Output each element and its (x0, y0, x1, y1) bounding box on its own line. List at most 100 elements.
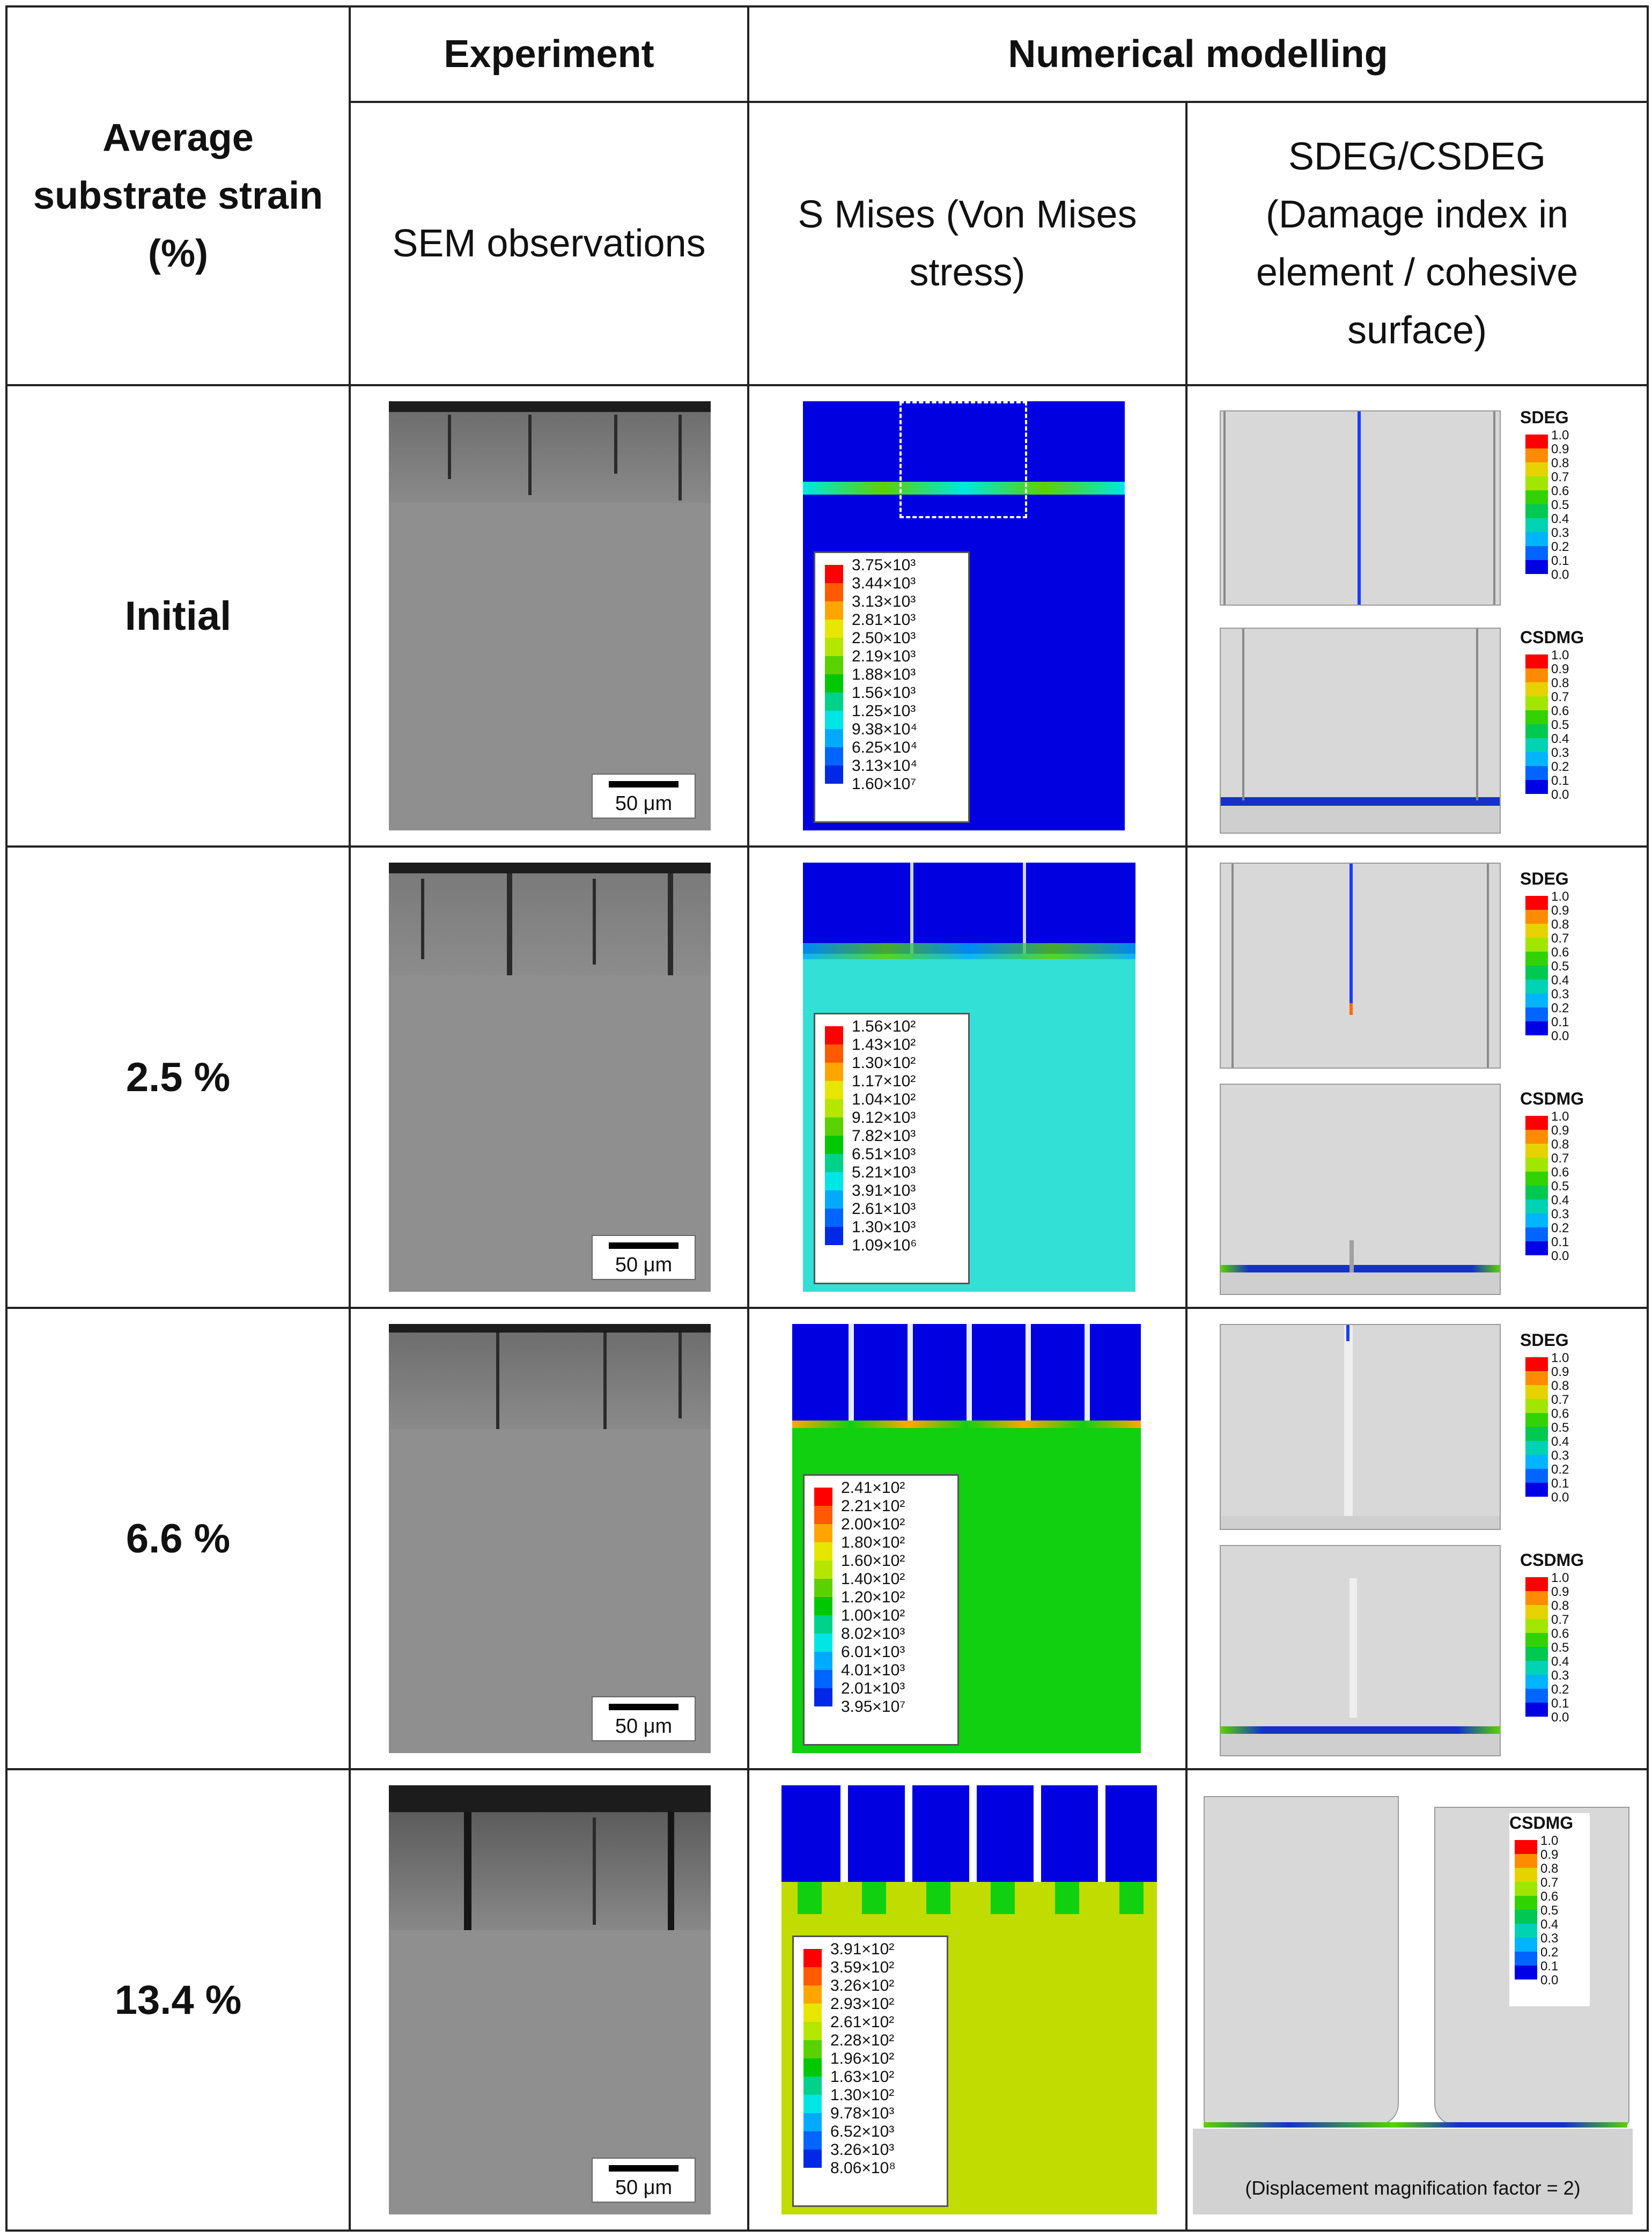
legend-swatch (803, 2113, 822, 2132)
legend-value: 1.96×10² (830, 2050, 895, 2068)
legend-swatch (803, 2004, 822, 2022)
damage-legend: SDEG 1.0 0.9 0.8 0.7 0.6 0.5 0.4 0.3 0.2 0.1 0.0 (1520, 869, 1601, 1062)
damage-swatch (1525, 1227, 1548, 1242)
damage-cell: SDEG 1.0 0.9 0.8 0.7 0.6 0.5 0.4 0.3 0.2 0.1 0.0 CS… (1185, 384, 1649, 848)
legend-swatch (814, 1524, 832, 1543)
damage-tick: 0.8 (1551, 1379, 1569, 1394)
damage-swatch (1525, 1172, 1548, 1186)
damage-legend-title: CSDMG (1520, 628, 1584, 647)
legend-swatch (803, 2040, 822, 2059)
mises-contour: 2.41×10² 2.21×10² 2.00×10² 1.80×10² 1.60×10²… (792, 1324, 1141, 1754)
legend-swatch (814, 1488, 832, 1506)
legend-value: 3.13×10⁴ (852, 757, 918, 775)
legend-value: 1.20×10² (841, 1588, 905, 1607)
legend-value: 2.21×10² (841, 1497, 905, 1515)
legend-value: 1.60×10⁷ (852, 775, 917, 793)
damage-swatch (1525, 766, 1548, 781)
damage-tick: 0.5 (1551, 1179, 1569, 1194)
damage-legend: CSDMG 1.0 0.9 0.8 0.7 0.6 0.5 0.4 0.3 0.2 0.1 0.0 (1520, 628, 1601, 821)
legend-value: 1.30×10² (852, 1054, 916, 1072)
damage-tick: 0.0 (1551, 1490, 1569, 1505)
legend-swatch (825, 638, 843, 657)
numerical-header-cell: Numerical modelling (747, 5, 1649, 103)
damage-swatch (1525, 1647, 1548, 1661)
legend-value: 1.40×10² (841, 1570, 905, 1588)
sem-cell: 50 μm (349, 384, 749, 848)
legend-value: 6.52×10³ (830, 2123, 895, 2141)
legend-value: 1.00×10² (841, 1607, 905, 1625)
damage-swatch (1525, 710, 1548, 725)
legend-swatch (803, 2150, 822, 2168)
damage-tick: 0.3 (1551, 1668, 1569, 1683)
damage-swatch (1525, 1158, 1548, 1172)
damage-tick: 0.7 (1551, 1393, 1569, 1408)
damage-swatch (1525, 696, 1548, 711)
mises-cell: 1.56×10² 1.43×10² 1.30×10² 1.17×10² 1.04×10²… (747, 845, 1188, 1309)
damage-tick: 1.0 (1551, 1109, 1569, 1124)
legend-value: 3.95×10⁷ (841, 1698, 906, 1716)
damage-tick: 0.3 (1551, 746, 1569, 761)
damage-legend-title: SDEG (1520, 869, 1569, 889)
legend-value: 3.91×10³ (852, 1182, 916, 1200)
scale-bar: 50 μm (592, 774, 696, 819)
legend-value: 1.25×10³ (852, 702, 916, 720)
damage-swatch (1525, 910, 1548, 924)
damage-tick: 0.3 (1540, 1931, 1559, 1946)
legend-value: 1.88×10³ (852, 666, 916, 684)
legend-value: 9.12×10³ (852, 1109, 916, 1127)
sem-cell: 50 μm (349, 1307, 749, 1771)
damage-swatch (1525, 518, 1548, 533)
damage-tick: 0.3 (1551, 1448, 1569, 1463)
legend-swatch (803, 2058, 822, 2077)
legend-swatch (825, 601, 843, 620)
damage-cell: SDEG 1.0 0.9 0.8 0.7 0.6 0.5 0.4 0.3 0.2 0.1 0.0 CS… (1185, 845, 1649, 1309)
legend-swatch (825, 1154, 843, 1173)
damage-tick: 0.6 (1551, 1407, 1569, 1422)
damage-tick: 1.0 (1551, 648, 1569, 663)
damage-cell: (Displacement magnification factor = 2) … (1185, 1768, 1649, 2232)
damage-tick: 0.7 (1540, 1875, 1559, 1890)
damage-tick: 0.8 (1551, 1137, 1569, 1152)
damage-tick: 0.9 (1551, 1123, 1569, 1138)
damage-swatch (1525, 924, 1548, 938)
damage-swatch (1525, 1371, 1548, 1386)
damage-swatch (1525, 1144, 1548, 1158)
legend-swatch (825, 711, 843, 730)
damage-tick: 0.1 (1551, 1696, 1569, 1711)
damage-swatch (1525, 504, 1548, 519)
row-label: 2.5 % (126, 1054, 231, 1100)
damage-tick: 0.0 (1551, 788, 1569, 803)
legend-swatches (825, 565, 843, 784)
legend-swatch (825, 1172, 843, 1191)
legend-swatches (803, 1949, 822, 2168)
damage-swatch (1525, 1577, 1548, 1592)
damage-legend-title: CSDMG (1520, 1550, 1584, 1570)
damage-tick: 0.6 (1551, 1627, 1569, 1642)
mises-contour: 3.91×10² 3.59×10² 3.26×10² 2.93×10² 2.61×10²… (781, 1785, 1157, 2215)
legend-value: 1.04×10² (852, 1091, 916, 1109)
damage-tick: 0.2 (1551, 1462, 1569, 1477)
damage-swatch (1525, 980, 1548, 994)
legend-value: 3.13×10³ (852, 593, 916, 611)
row-label: 6.6 % (126, 1515, 231, 1562)
mises-header-cell: S Mises (Von Mises stress) (747, 100, 1188, 387)
damage-swatch (1525, 560, 1548, 575)
strain-header: Average substrate strain (%) (33, 116, 323, 276)
damage-tick: 0.9 (1540, 1848, 1559, 1863)
legend-swatch (814, 1670, 832, 1689)
damage-tick: 0.4 (1551, 1434, 1569, 1449)
legend-swatch (825, 1117, 843, 1136)
legend-value: 2.19×10³ (852, 647, 916, 666)
damage-swatch (1525, 1483, 1548, 1497)
legend-swatch (803, 1967, 822, 1986)
damage-tick: 0.2 (1540, 1945, 1559, 1960)
sdeg-contour (1220, 863, 1501, 1069)
displacement-caption: (Displacement magnification factor = 2) (1245, 2177, 1581, 2199)
legend-value: 6.01×10³ (841, 1643, 905, 1661)
legend-value: 2.93×10² (830, 1995, 895, 2013)
damage-tick: 0.0 (1540, 1973, 1559, 1988)
damage-tick: 0.0 (1551, 568, 1569, 583)
csdmg-contour (1220, 1545, 1501, 1757)
damage-tick: 0.7 (1551, 1151, 1569, 1166)
row-label: Initial (124, 593, 232, 639)
